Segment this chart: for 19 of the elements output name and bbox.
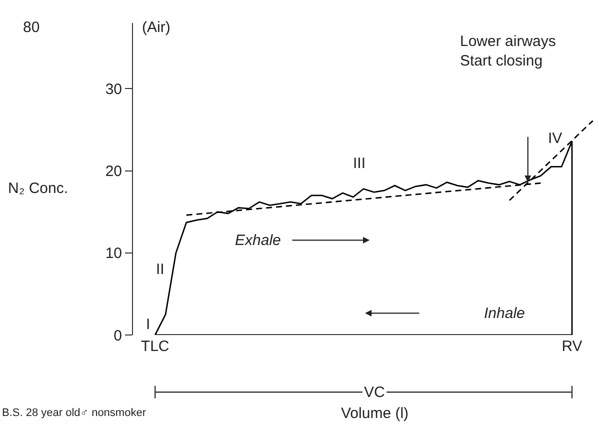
text: 80 — [23, 19, 40, 36]
y-tick-label: 30 — [105, 80, 122, 98]
x-axis-title: Volume (l) — [341, 405, 409, 422]
annotation: III — [353, 155, 366, 172]
annotation: Inhale — [484, 305, 525, 322]
annotation: Exhale — [235, 232, 281, 249]
annotation: I — [146, 316, 150, 333]
text: B.S. 28 year old♂ nonsmoker — [2, 407, 146, 419]
annotation: II — [156, 261, 164, 278]
y-axis-title: N₂ Conc. — [8, 180, 68, 197]
x-tick-label: TLC — [140, 338, 170, 355]
x-tick-label: RV — [562, 338, 582, 355]
annotation: Lower airways Start closing — [460, 33, 556, 70]
annotation: IV — [548, 130, 562, 147]
y-tick-label: 10 — [105, 245, 122, 262]
text: VC — [364, 384, 386, 401]
annotation: (Air) — [142, 19, 170, 36]
y-tick-label: 0 — [114, 327, 122, 344]
y-tick-label: 20 — [105, 163, 122, 180]
